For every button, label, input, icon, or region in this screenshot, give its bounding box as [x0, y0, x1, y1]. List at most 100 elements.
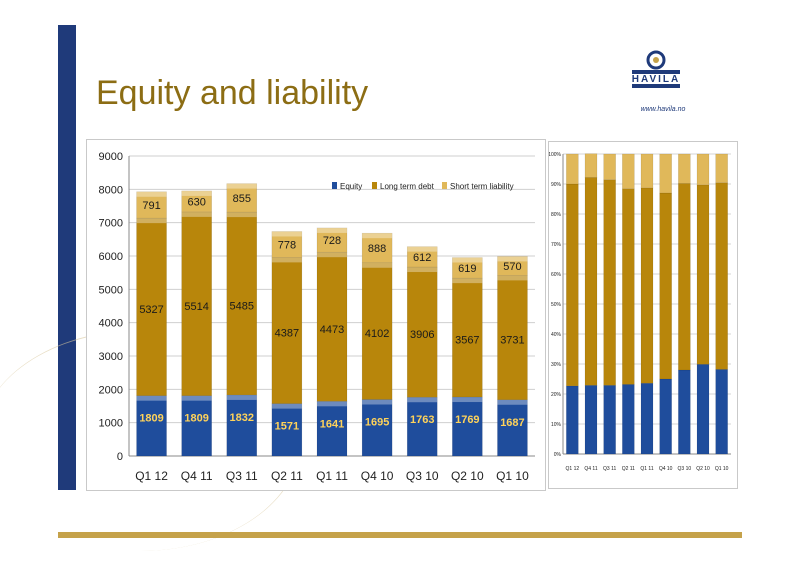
bar-segment — [584, 177, 598, 386]
bar-segment — [497, 256, 528, 276]
percent-chart-frame: 0% 10% 20% 30% 40% 50% 60% 70% 80% 90% 100% Q1 12 Q4… — [548, 141, 738, 489]
data-label: 1687 — [500, 417, 524, 429]
x-tick-label: Q1 11 — [640, 466, 653, 472]
bar-highlight — [497, 256, 528, 262]
bar-highlight — [226, 183, 257, 189]
bar-segment — [622, 153, 635, 190]
data-label: 3567 — [455, 335, 479, 347]
y-tick-label: 100% — [549, 152, 562, 158]
y-tick-label: 9000 — [99, 151, 123, 163]
data-label: 3906 — [410, 329, 434, 341]
bar-segment — [226, 394, 258, 457]
bar-segment — [271, 231, 303, 258]
x-tick-label: Q3 10 — [678, 466, 692, 472]
bar-segment — [678, 183, 691, 371]
x-tick-label: Q1 12 — [566, 466, 580, 472]
data-label: 3731 — [500, 335, 524, 347]
bar-segment — [316, 227, 348, 253]
bar-segment — [497, 275, 528, 401]
bar-segment — [622, 384, 635, 455]
legend-label: Long term debt — [380, 182, 435, 191]
bar-segment — [659, 378, 672, 455]
y-tick-label: 90% — [551, 182, 562, 188]
bar-segment — [715, 182, 728, 370]
bar-segment — [181, 395, 212, 457]
data-label: 1571 — [275, 421, 299, 433]
bar-highlight — [362, 262, 393, 268]
bar-highlight — [317, 227, 347, 233]
bar-segment — [226, 183, 258, 213]
x-tick-label: Q4 11 — [181, 469, 213, 483]
data-label: 4387 — [275, 328, 299, 340]
bar-highlight — [452, 397, 483, 403]
bar-highlight — [407, 267, 438, 273]
bar-segment — [406, 246, 438, 268]
x-tick-label: Q1 10 — [496, 469, 529, 483]
x-tick-label: Q3 11 — [226, 469, 258, 483]
bar-segment — [584, 385, 598, 455]
bar-segment — [640, 382, 654, 455]
bar-highlight — [317, 401, 347, 407]
x-tick-label: Q1 12 — [135, 469, 168, 483]
bar-highlight — [317, 252, 347, 258]
x-tick-label: Q4 10 — [659, 466, 673, 472]
data-label: 5485 — [230, 301, 254, 313]
data-label: 612 — [413, 252, 431, 264]
data-label: 630 — [187, 196, 205, 208]
bar-segment — [566, 385, 579, 455]
x-tick-label: Q2 11 — [622, 466, 635, 472]
y-tick-label: 5000 — [99, 284, 123, 296]
bar-segment — [640, 153, 654, 189]
bar-segment — [136, 191, 167, 219]
bar-segment — [226, 211, 258, 396]
x-tick-label: Q4 11 — [584, 466, 597, 472]
bar-segment — [361, 399, 393, 457]
bar-segment — [136, 217, 167, 396]
x-tick-label: Q2 10 — [451, 469, 484, 483]
bar-highlight — [181, 211, 212, 217]
y-tick-label: 70% — [551, 242, 562, 248]
bar-segment — [603, 385, 616, 455]
bar-segment — [659, 153, 672, 194]
bar-segment — [715, 369, 728, 455]
data-label: 855 — [233, 193, 251, 205]
bar-segment — [361, 232, 393, 264]
bar-segment — [640, 187, 654, 384]
y-tick-label: 8000 — [99, 184, 123, 196]
data-label: 619 — [458, 263, 476, 275]
bar-highlight — [271, 257, 302, 263]
bar-highlight — [452, 257, 483, 263]
y-tick-label: 20% — [551, 392, 562, 398]
bar-highlight — [362, 399, 393, 405]
data-label: 1832 — [230, 412, 254, 424]
bar-segment — [603, 153, 616, 181]
data-label: 778 — [278, 239, 296, 251]
bar-highlight — [407, 397, 438, 403]
page-title: Equity and liability — [96, 74, 369, 112]
bar-segment — [316, 251, 348, 402]
x-tick-label: Q2 11 — [271, 469, 303, 483]
bar-highlight — [271, 403, 302, 409]
x-tick-label: Q3 11 — [603, 466, 616, 472]
y-tick-label: 7000 — [99, 218, 123, 230]
bar-segment — [452, 277, 483, 398]
y-tick-label: 50% — [551, 302, 562, 308]
x-tick-label: Q4 10 — [361, 469, 394, 483]
bar-highlight — [271, 231, 302, 237]
havila-logo: HAVILA — [632, 50, 680, 88]
bar-highlight — [136, 218, 167, 224]
bar-segment — [566, 153, 579, 185]
y-tick-label: 0 — [117, 451, 123, 463]
bar-segment — [715, 153, 728, 184]
x-tick-label: Q2 10 — [696, 466, 710, 472]
data-label: 1641 — [320, 418, 344, 430]
legend-label: Equity — [340, 182, 362, 191]
data-label: 5514 — [184, 301, 208, 313]
bar-segment — [678, 369, 691, 455]
y-tick-label: 3000 — [99, 351, 123, 363]
data-label: 728 — [323, 235, 341, 247]
bar-segment — [566, 183, 579, 387]
bar-highlight — [497, 275, 528, 281]
logo-url: www.havila.no — [640, 106, 686, 113]
main-chart-frame: 0 1000 2000 3000 4000 5000 6000 7000 8000 9000 180… — [86, 139, 546, 491]
